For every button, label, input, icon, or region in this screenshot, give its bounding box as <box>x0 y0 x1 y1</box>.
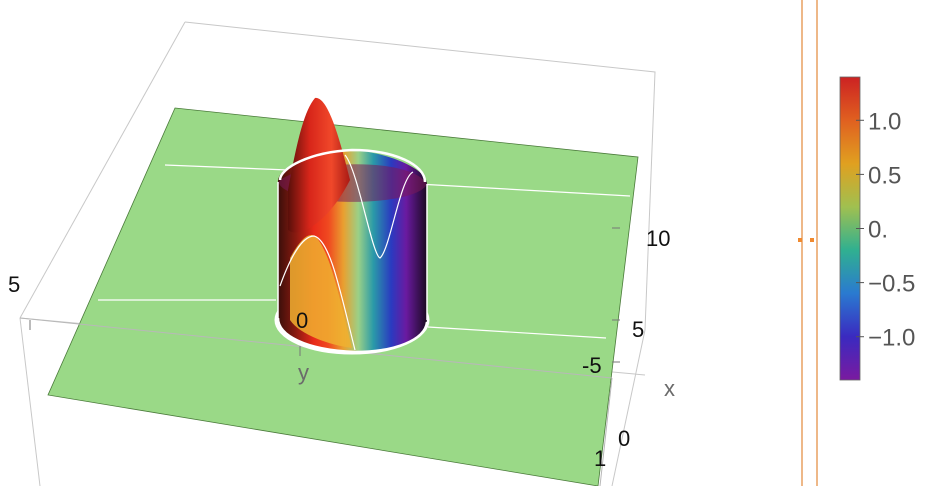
colorbar-tick-label: −1.0 <box>868 325 915 352</box>
colorbar-tick-label: 1.0 <box>868 108 901 135</box>
cylinder-bump <box>274 97 430 355</box>
splitter-handle[interactable] <box>798 238 814 242</box>
x-axis-label: x <box>664 376 675 401</box>
colorbar-tick-label: 0.5 <box>868 162 901 189</box>
x-tick-0: 0 <box>618 426 630 451</box>
colorbar-tick-label: −0.5 <box>868 271 915 298</box>
y-axis-label: y <box>298 360 309 385</box>
panel-divider <box>801 0 818 486</box>
z-tick-5: 5 <box>632 317 644 342</box>
z-tick-10: 10 <box>646 226 670 251</box>
colorbar-ticks: 1.0 0.5 0. −0.5 −1.0 <box>856 108 915 352</box>
tick-marks <box>29 227 620 363</box>
colorbar-tick-label: 0. <box>868 217 888 244</box>
y-tick-0: 0 <box>296 308 308 333</box>
edge-label-1: 1 <box>594 446 606 471</box>
colorbar: 1.0 0.5 0. −0.5 −1.0 <box>839 76 915 381</box>
y-tick-5: 5 <box>8 272 20 297</box>
x-tick-neg5: -5 <box>582 353 602 378</box>
mesh-lines <box>98 164 631 339</box>
